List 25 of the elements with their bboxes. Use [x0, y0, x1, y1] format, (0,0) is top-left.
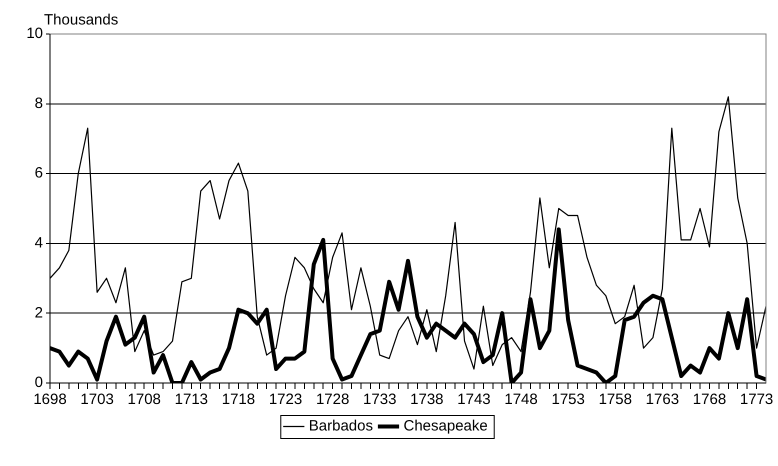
y-tick-label: 4: [34, 234, 43, 252]
y-tick-label: 6: [34, 164, 43, 182]
x-tick-label: 1708: [128, 391, 161, 408]
y-tick-label: 0: [34, 374, 43, 392]
x-tick-label: 1713: [174, 391, 208, 408]
x-tick-label: 1768: [692, 391, 726, 408]
y-tick-label: 10: [26, 25, 43, 42]
x-tick-label: 1703: [80, 391, 114, 408]
legend-label: Chesapeake: [403, 418, 488, 435]
x-tick-label: 1743: [457, 391, 491, 408]
x-tick-label: 1718: [222, 391, 256, 408]
x-tick-label: 1773: [740, 391, 774, 408]
x-tick-label: 1758: [598, 391, 632, 408]
x-tick-label: 1698: [33, 391, 67, 408]
y-axis-title: Thousands: [44, 12, 118, 29]
x-tick-label: 1763: [646, 391, 680, 408]
y-tick-label: 2: [34, 304, 43, 322]
legend-label: Barbados: [308, 418, 373, 435]
x-tick-label: 1748: [504, 391, 538, 408]
x-tick-label: 1738: [410, 391, 444, 408]
x-tick-label: 1728: [316, 391, 350, 408]
x-tick-label: 1723: [268, 391, 302, 408]
x-tick-label: 1753: [551, 391, 585, 408]
y-tick-label: 8: [34, 94, 43, 112]
x-tick-label: 1733: [363, 391, 396, 408]
